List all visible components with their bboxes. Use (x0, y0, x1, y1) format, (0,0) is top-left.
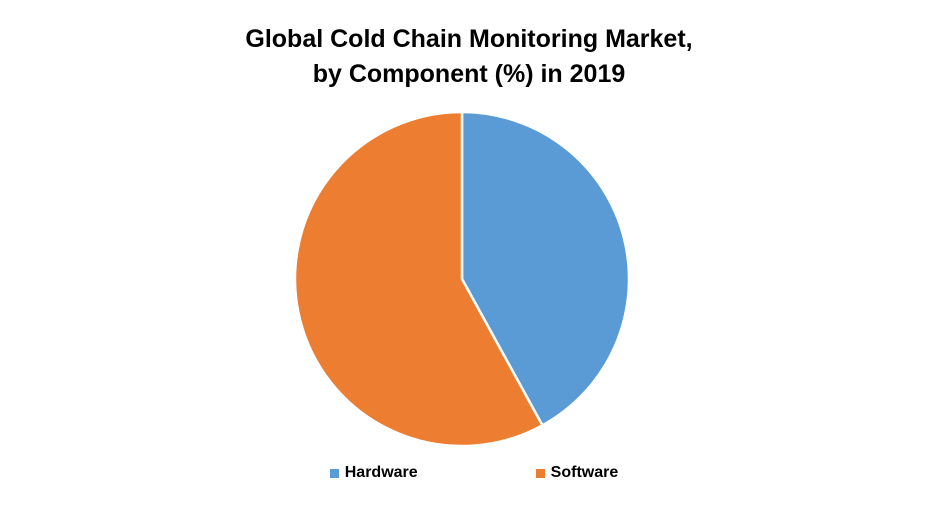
chart-title-line-2: by Component (%) in 2019 (312, 60, 626, 88)
legend-swatch-hardware (329, 468, 339, 478)
chart-title: Global Cold Chain Monitoring Market, by … (0, 22, 938, 92)
legend-swatch-software (535, 468, 545, 478)
legend-label-hardware: Hardware (344, 464, 418, 481)
legend-item-software: Software (535, 464, 619, 482)
legend-item-hardware: Hardware (329, 464, 418, 482)
legend-label-software: Software (550, 464, 619, 481)
pie-slice-hardware (460, 110, 631, 427)
pie-slice-software (293, 110, 544, 448)
chart-title-line-1: Global Cold Chain Monitoring Market, (245, 25, 693, 53)
legend: Hardware Software (0, 464, 938, 482)
